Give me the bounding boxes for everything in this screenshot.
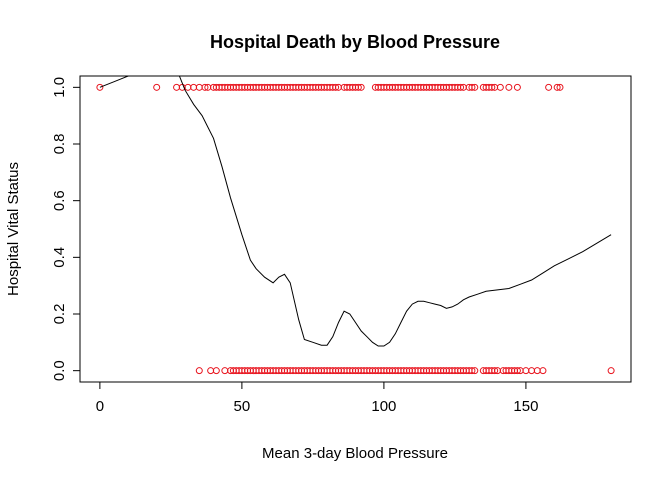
data-point — [471, 83, 479, 91]
data-point — [332, 83, 340, 91]
plot-area — [96, 76, 615, 375]
y-tick-label: 1.0 — [51, 77, 68, 98]
data-point — [533, 367, 541, 375]
y-tick-label: 0.4 — [51, 247, 68, 268]
data-point — [173, 83, 181, 91]
data-point — [556, 83, 564, 91]
data-point — [513, 367, 521, 375]
line-layer — [99, 76, 612, 347]
chart-title: Hospital Death by Blood Pressure — [210, 32, 500, 52]
data-point — [468, 83, 476, 91]
data-point — [522, 367, 530, 375]
data-point — [153, 83, 161, 91]
data-point — [184, 83, 192, 91]
x-tick-label: 50 — [234, 398, 251, 415]
data-point — [471, 367, 479, 375]
data-point — [207, 367, 215, 375]
data-point — [195, 367, 203, 375]
data-point — [457, 83, 465, 91]
data-point — [201, 83, 209, 91]
x-tick-label: 150 — [513, 398, 538, 415]
data-point — [505, 83, 513, 91]
smooth-trend-line — [99, 76, 612, 347]
data-point — [488, 83, 496, 91]
y-tick-label: 0.6 — [51, 190, 68, 211]
data-point — [553, 83, 561, 91]
data-point — [468, 367, 476, 375]
data-point — [190, 83, 198, 91]
y-axis-label: Hospital Vital Status — [5, 162, 22, 296]
data-point — [539, 367, 547, 375]
data-point — [357, 83, 365, 91]
data-point — [212, 367, 220, 375]
data-point — [528, 367, 536, 375]
data-point — [354, 83, 362, 91]
data-point — [195, 83, 203, 91]
y-tick-label: 0.0 — [51, 360, 68, 381]
points-layer — [96, 83, 615, 375]
data-point — [221, 367, 229, 375]
data-point — [96, 83, 104, 91]
y-tick-label: 0.8 — [51, 134, 68, 155]
data-point — [496, 83, 504, 91]
x-tick-label: 100 — [371, 398, 396, 415]
plot-frame — [79, 75, 632, 383]
x-tick-label: 0 — [96, 398, 104, 415]
data-point — [491, 367, 499, 375]
x-axis: 0 50 100 150 — [96, 381, 538, 415]
data-point — [545, 83, 553, 91]
data-point — [607, 367, 615, 375]
data-point — [513, 83, 521, 91]
y-tick-label: 0.2 — [51, 304, 68, 325]
x-axis-label: Mean 3-day Blood Pressure — [262, 445, 448, 462]
y-axis: 0.0 0.2 0.4 0.6 0.8 1.0 — [51, 77, 81, 381]
